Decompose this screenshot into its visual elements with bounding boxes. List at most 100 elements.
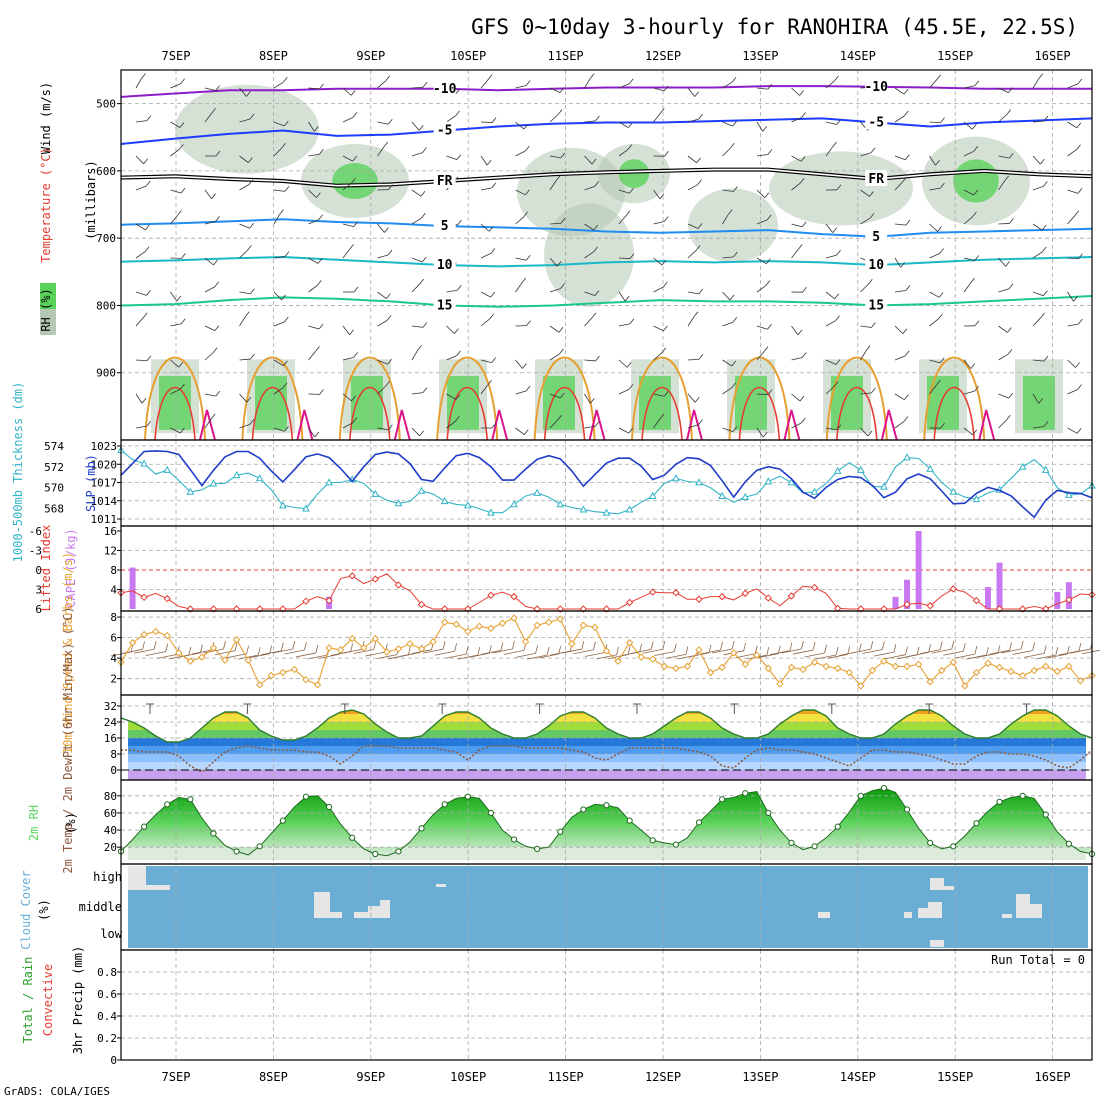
wind-barb [767, 83, 773, 90]
wind-barb [549, 155, 561, 159]
wind-barb [973, 145, 979, 152]
wind-barb [825, 386, 835, 395]
wind-speed-marker [510, 614, 518, 622]
isotherm-loop [393, 409, 411, 441]
wind-barb [653, 393, 665, 397]
isotherm-loop [543, 386, 586, 441]
wind-barb [419, 430, 424, 437]
wind-barb [282, 382, 288, 388]
wind-barb [801, 221, 807, 228]
wind-barb-10m [792, 649, 814, 655]
wind-barb [1040, 312, 1045, 319]
wind-barb [418, 125, 424, 131]
wind-barb [653, 418, 661, 429]
wind-barb [1041, 224, 1047, 231]
wind-barb [729, 142, 735, 149]
wind-barb [284, 186, 290, 192]
wind-barb [314, 126, 319, 132]
rh-marker [372, 850, 379, 858]
wind-barb [894, 290, 906, 293]
wind-barb [940, 182, 945, 189]
wind-barb [314, 431, 320, 438]
wind-speed-marker [325, 644, 333, 652]
rh-marker [834, 823, 841, 830]
wind-speed-marker [787, 663, 796, 672]
wind-barb [832, 227, 838, 233]
wind-barb [1067, 257, 1079, 260]
wind-barb [488, 226, 494, 232]
wind-barb [801, 352, 807, 358]
wind-speed-marker [544, 618, 553, 626]
wind-barb [145, 224, 150, 231]
pressure-tick-label: 600 [96, 165, 116, 178]
wind-barb-10m [142, 641, 145, 650]
wind-tick-label: 4 [110, 652, 117, 665]
rh-axis-label: 2m RH [27, 805, 41, 841]
wind-barb [316, 192, 321, 198]
wind-speed-marker [903, 662, 911, 671]
thickness-marker [856, 465, 865, 473]
wind-barb [627, 144, 633, 150]
isotherm-loop [631, 356, 693, 441]
wind-barb [756, 219, 768, 225]
thickness-tick-label: 572 [44, 461, 64, 474]
convective-label: Convective [41, 964, 55, 1036]
rh-marker [187, 796, 194, 803]
wind-barb-10m [500, 642, 504, 651]
wind-barb [273, 147, 282, 157]
wind-barb [558, 327, 564, 333]
isotherm-loop [738, 386, 781, 441]
wind-barb [349, 243, 354, 250]
wind-speed-marker [776, 680, 784, 688]
wind-barb [522, 363, 527, 369]
wind-barb [204, 257, 214, 266]
wind-barb-10m [304, 641, 307, 651]
wind-barb [825, 80, 835, 89]
wind-barb-10m [350, 643, 354, 652]
wind-barb-10m [477, 646, 481, 656]
wind-barb [419, 278, 424, 285]
wind-barb [1067, 389, 1078, 395]
lifted-index-marker [394, 581, 403, 589]
wind-barb [802, 286, 807, 293]
wind-barb [411, 86, 424, 89]
wind-barb-10m [408, 646, 411, 655]
wind-barb [894, 87, 905, 95]
wind-barb [135, 425, 147, 429]
wind-barb [456, 350, 461, 356]
wind-barb [1067, 83, 1078, 89]
wind-barb [170, 121, 181, 128]
wind-barb [352, 155, 358, 162]
wind-barb [825, 121, 837, 125]
wind-barb-10m [434, 650, 455, 656]
wind-barb [352, 417, 358, 424]
wind-barb [245, 311, 250, 317]
slp-tick-label: 1014 [91, 495, 118, 508]
wind-speed-marker [140, 630, 148, 639]
wind-barb [766, 258, 771, 264]
wind-barb [556, 261, 562, 267]
cape-bar [915, 531, 922, 609]
wind-barb [1078, 253, 1083, 260]
lifted-index-marker [695, 595, 703, 603]
temp-band [128, 738, 1086, 746]
wind-speed-marker [1065, 662, 1073, 671]
isotherm-label: 5 [872, 230, 880, 245]
wind-barb [801, 112, 806, 118]
wind-barb [146, 355, 152, 362]
wind-barb-10m [789, 642, 793, 651]
total-rain-label: Total / Rain [21, 957, 35, 1044]
labels-layer: 7SEP 7SEP 8SEP 8SEP 9SEP 9SEP 10SEP 10SEP 11SEP 1… [11, 49, 1085, 1084]
slp-line [120, 450, 1093, 519]
wind-barb [722, 147, 731, 157]
isotherm-label-bg [433, 79, 456, 96]
wind-barb [929, 291, 940, 298]
wind-barb [698, 353, 704, 360]
precip-axis-label: 3hr Precip (mm) [71, 946, 85, 1054]
wind-speed-marker [198, 653, 206, 661]
wind-barb [618, 149, 629, 157]
wind-barb [135, 251, 146, 259]
pressure-tick-label: 800 [96, 299, 116, 312]
wind-barb [1032, 426, 1044, 429]
wind-barb [422, 322, 428, 328]
